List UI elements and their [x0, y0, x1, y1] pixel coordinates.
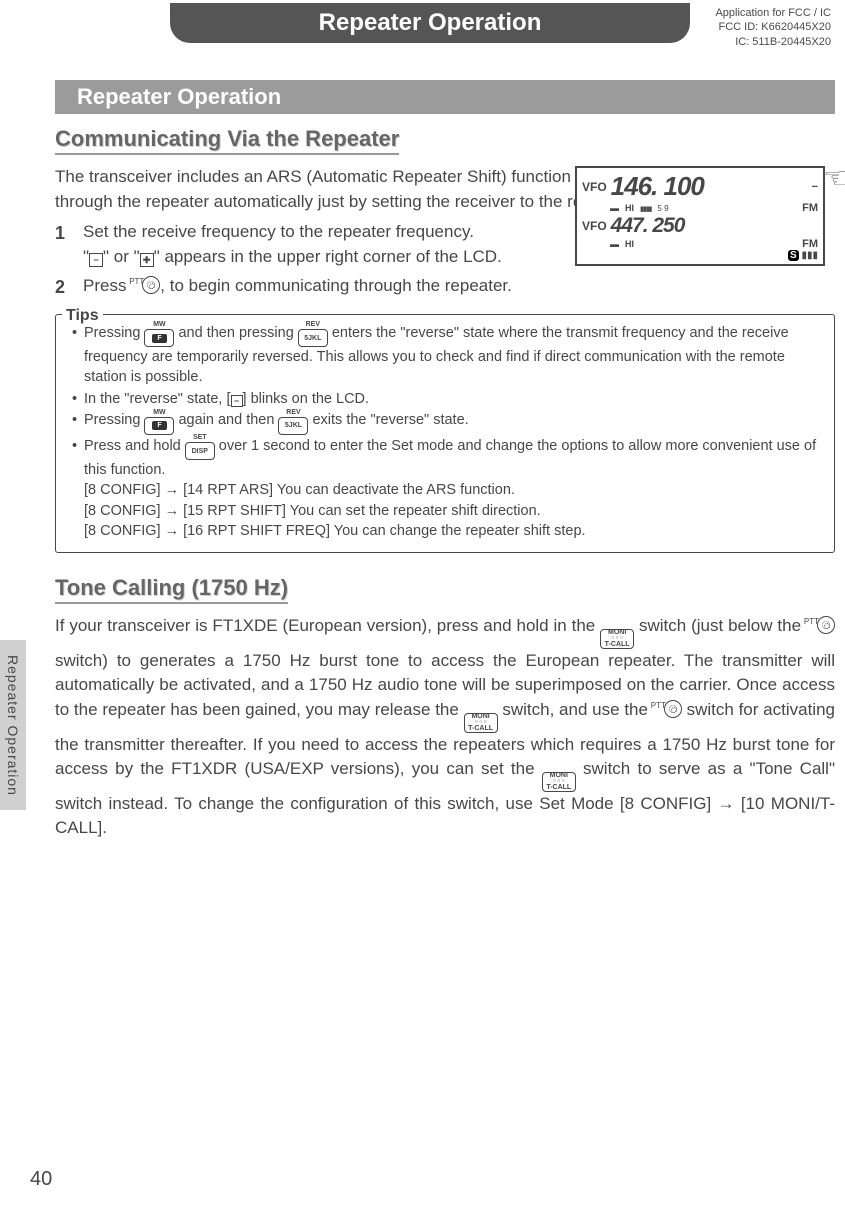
tone-calling-paragraph: If your transceiver is FT1XDE (European …	[55, 614, 835, 841]
fcc-header: Application for FCC / IC FCC ID: K662044…	[715, 6, 831, 49]
shift-minus-icon: −	[89, 253, 103, 267]
tip-4-sub2: [8 CONFIG] → [15 RPT SHIFT] You can set …	[84, 501, 820, 521]
lcd-vfo-label2: VFO	[582, 219, 607, 233]
side-tab: Repeater Operation	[0, 640, 26, 810]
lcd-freq2: 447. 250	[611, 214, 685, 238]
dial-icon2	[817, 616, 835, 634]
mw-f-key: MWF	[144, 329, 174, 347]
lcd-fm1: FM	[802, 202, 818, 214]
rev-5jkl-key: REV5JKL	[298, 329, 328, 347]
section-communicating: Communicating Via the Repeater The trans…	[55, 126, 835, 553]
header-line2: FCC ID: K6620445X20	[715, 20, 831, 34]
section-heading: Repeater Operation	[55, 80, 835, 114]
step2-text: Press PTT, to begin communicating throug…	[83, 274, 835, 300]
lcd-bar-icon: ▬	[610, 203, 619, 213]
dial-icon3	[664, 700, 682, 718]
lcd-signal-bar	[640, 203, 651, 213]
lcd-hi: HI	[625, 203, 634, 213]
tip-item-1: Pressing MWF and then pressing REV5JKL e…	[70, 323, 820, 388]
tip-item-4: Press and hold SETDISP over 1 second to …	[70, 436, 820, 542]
lcd-vfo-label: VFO	[582, 180, 607, 194]
dial-icon	[142, 276, 160, 294]
moni-tcall-key: MONI○ ○ ○T-CALL	[600, 629, 634, 649]
mw-f-key2: MWF	[144, 417, 174, 435]
lcd-hi2: HI	[625, 239, 634, 249]
chapter-title: Repeater Operation	[170, 3, 690, 43]
lcd-fm2: FM	[802, 238, 818, 250]
step-number-1: 1	[55, 220, 83, 269]
tip-item-3: Pressing MWF again and then REV5JKL exit…	[70, 410, 820, 435]
lcd-freq1: 146. 100	[611, 171, 704, 202]
header-line3: IC: 511B-20445X20	[715, 35, 831, 49]
tip-4-sub3: [8 CONFIG] → [16 RPT SHIFT FREQ] You can…	[84, 521, 820, 541]
moni-tcall-key2: MONI○ ○ ○T-CALL	[464, 713, 498, 733]
lcd-display: VFO 146. 100 − ▬ HI 5 9 FM VFO 447. 250 …	[575, 166, 825, 266]
tip-4-sub1: [8 CONFIG] → [14 RPT ARS] You can deacti…	[84, 480, 820, 500]
lcd-bar-icon2: ▬	[610, 239, 619, 249]
page-number: 40	[30, 1168, 52, 1191]
lcd-minus-icon: −	[812, 181, 818, 193]
header-line1: Application for FCC / IC	[715, 6, 831, 20]
step-number-2: 2	[55, 274, 83, 300]
tip-item-2: In the "reverse" state, [−] blinks on th…	[70, 389, 820, 409]
set-disp-key: SETDISP	[185, 442, 215, 460]
lcd-s-scale: 5 9	[657, 204, 668, 213]
rev-5jkl-key2: REV5JKL	[278, 417, 308, 435]
section-tone-calling: Tone Calling (1750 Hz) If your transceiv…	[55, 575, 835, 841]
shift-block-icon: −	[231, 395, 243, 407]
lcd-battery-icon: S ▮▮▮	[582, 250, 818, 261]
pointing-hand-icon: ☜	[823, 161, 845, 196]
shift-plus-icon: ✚	[140, 253, 154, 267]
subtitle-tone-calling: Tone Calling (1750 Hz)	[55, 575, 288, 604]
moni-tcall-key3: MONI○ ○ ○T-CALL	[542, 772, 576, 792]
subtitle-communicating: Communicating Via the Repeater	[55, 126, 399, 155]
tips-box: Tips Pressing MWF and then pressing REV5…	[55, 314, 835, 554]
